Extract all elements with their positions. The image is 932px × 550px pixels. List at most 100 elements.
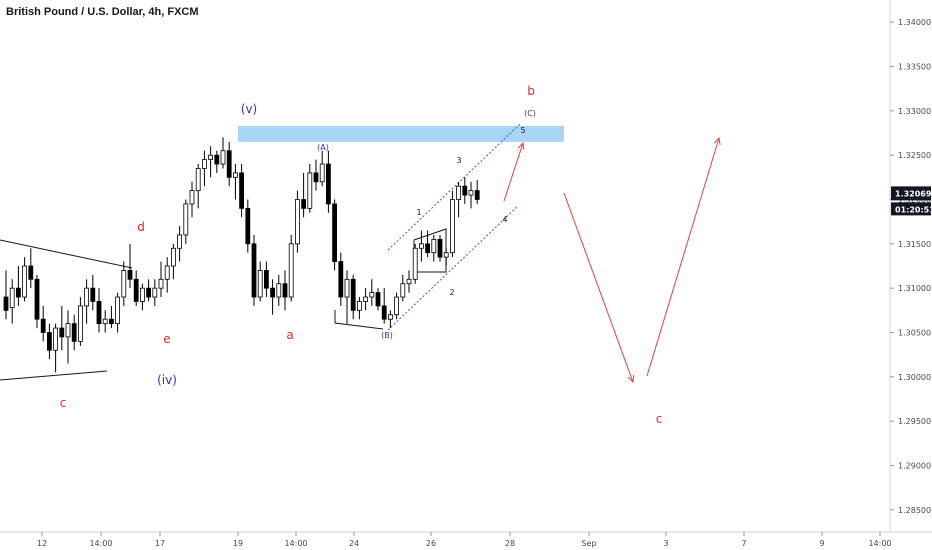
candle-body (282, 283, 288, 298)
candle-body (183, 203, 189, 236)
time-tick-label: 7 (741, 539, 746, 548)
candle-body (78, 305, 83, 342)
candle-body (325, 163, 331, 205)
candle-body (177, 234, 183, 249)
price-tick-label: 1.34000 (898, 18, 931, 27)
time-tick-label: 14:00 (284, 539, 307, 548)
candle-body (418, 243, 424, 249)
candle-body (121, 270, 127, 298)
candle-body (152, 287, 158, 298)
candle-body (406, 278, 412, 285)
price-tick-label: 1.30500 (898, 329, 931, 338)
projection-arrow-up-long-head (713, 136, 721, 145)
time-tick-label: 9 (819, 539, 824, 548)
time-tick-label: 3 (663, 539, 668, 548)
candle-body (109, 318, 114, 325)
candle-body (387, 314, 393, 320)
candle-body (59, 327, 65, 338)
candle-body (139, 287, 145, 302)
projection-arrow-up-short (503, 142, 524, 202)
price-tick-label: 1.28500 (898, 506, 931, 515)
time-tick-label: 12 (37, 539, 47, 548)
projection-arrow-up-long (646, 137, 720, 377)
last-price-tag (891, 186, 931, 201)
wave-label: a (286, 328, 293, 342)
wave-label: 1 (416, 208, 421, 217)
time-tick-label: 14:00 (868, 539, 891, 548)
candle-body (40, 318, 46, 333)
wave-label: (v) (241, 102, 257, 116)
triangle-lower-line (0, 370, 108, 381)
candle-body (226, 150, 232, 178)
projection-arrow-down (563, 192, 634, 383)
candle-body (9, 287, 15, 309)
wave-label: b (527, 84, 535, 98)
candle-body (400, 283, 406, 298)
candle-body (356, 301, 362, 311)
candle-body (344, 278, 350, 298)
candle-body (263, 270, 269, 289)
candle-body (232, 172, 238, 178)
candle-body (164, 265, 170, 280)
candle-body (53, 327, 58, 351)
candle-body (201, 159, 207, 169)
candle-body (350, 278, 356, 311)
candle-body (307, 172, 313, 209)
candle-body (34, 278, 40, 320)
triangle-upper-line (0, 239, 133, 269)
candle-body (133, 278, 139, 302)
time-tick-label: 14:00 (89, 539, 112, 548)
price-tick-label: 1.31500 (898, 240, 931, 249)
wave-label: c (656, 412, 663, 426)
resistance-zone (238, 125, 564, 142)
candle-body (208, 154, 214, 161)
candle-body (468, 190, 474, 196)
candle-body (220, 150, 226, 165)
candle-body (375, 292, 381, 307)
candle-body (158, 278, 164, 289)
candle-body (195, 168, 201, 192)
candle-body (412, 247, 418, 280)
candle-body (22, 265, 28, 298)
candle-body (127, 270, 133, 280)
wave-label: 4 (502, 215, 507, 224)
candle-body (301, 199, 307, 209)
candle-body (90, 287, 96, 302)
candle-body (443, 252, 449, 258)
candle-body (425, 243, 431, 254)
channel-upper-line (387, 123, 521, 251)
price-tick-label: 1.32500 (898, 151, 931, 160)
wave-label: d (137, 220, 145, 234)
candle-body (251, 243, 257, 298)
price-tick-label: 1.33000 (898, 107, 931, 116)
price-tick-label: 1.29500 (898, 417, 931, 426)
projection-arrow-up-short-head (517, 141, 525, 151)
candle-body (394, 296, 400, 316)
candle-body (437, 238, 443, 258)
candle-body (189, 190, 195, 205)
wave-labels: (v) (iv) (A) (B) (C) a b c c d e 1 2 3 4 5 (60, 84, 663, 426)
candle-body (381, 305, 387, 320)
channel-lower-line (387, 205, 519, 331)
candle-body (474, 190, 480, 200)
price-axis[interactable]: 1.28500 1.29000 1.29500 1.30000 1.30500 1.310… (889, 0, 932, 532)
candle-body (214, 154, 220, 165)
candle-body (84, 287, 89, 307)
time-axis[interactable]: 12 14:00 17 19 14:00 24 26 28 Sep 3 7 9 14:00 (0, 531, 932, 548)
wave-label: (C) (524, 109, 536, 118)
projection-arrow-down-head (627, 374, 635, 384)
resistance-zone-rect (238, 125, 564, 142)
last-price-label: 1.32069 (895, 189, 932, 198)
wave-label: e (163, 332, 170, 346)
candle-body (338, 261, 344, 298)
wave-label: 3 (456, 156, 461, 165)
time-tick-label: 26 (426, 539, 436, 548)
price-tick-label: 1.33500 (898, 63, 931, 72)
candle-body (270, 287, 276, 298)
price-tick-label: 1.31000 (898, 284, 931, 293)
price-tick-label: 1.29000 (898, 462, 931, 471)
candle-body (102, 318, 108, 325)
candle-body (65, 323, 71, 338)
time-tick-label: 19 (233, 539, 243, 548)
